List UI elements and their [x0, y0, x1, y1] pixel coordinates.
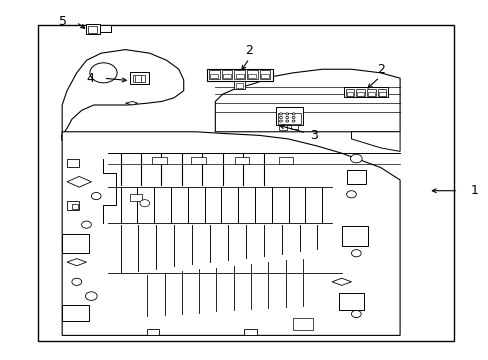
Circle shape — [85, 292, 97, 300]
Bar — [341, 226, 368, 246]
Polygon shape — [62, 50, 183, 141]
Bar — [208, 70, 219, 79]
Bar — [191, 157, 205, 164]
Circle shape — [279, 116, 282, 118]
Bar — [346, 92, 353, 96]
Circle shape — [279, 120, 282, 122]
Bar — [62, 234, 89, 253]
Circle shape — [351, 249, 361, 257]
Bar — [130, 72, 148, 84]
Bar — [210, 73, 218, 78]
Polygon shape — [125, 102, 137, 105]
Bar — [278, 125, 287, 130]
Bar — [378, 92, 385, 96]
Bar — [356, 89, 365, 96]
Bar — [346, 170, 366, 184]
Bar — [147, 329, 159, 336]
Text: 2: 2 — [376, 63, 384, 76]
Bar — [72, 204, 78, 208]
Circle shape — [291, 116, 294, 118]
Bar — [236, 83, 243, 88]
Circle shape — [91, 193, 101, 200]
Circle shape — [346, 191, 356, 198]
Bar — [130, 194, 142, 202]
Bar — [234, 70, 244, 79]
Circle shape — [81, 221, 91, 228]
Bar — [67, 158, 79, 167]
Circle shape — [285, 116, 288, 118]
Bar — [367, 92, 374, 96]
Circle shape — [285, 113, 288, 115]
Text: 4: 4 — [86, 72, 94, 85]
Bar — [244, 329, 256, 336]
Bar — [38, 24, 453, 341]
Bar — [261, 73, 268, 78]
Polygon shape — [67, 258, 86, 266]
Bar — [234, 157, 249, 164]
Bar — [67, 202, 79, 210]
Text: 3: 3 — [309, 129, 317, 142]
Bar — [62, 305, 89, 321]
Circle shape — [140, 200, 149, 207]
Bar — [343, 87, 387, 98]
Bar — [259, 70, 270, 79]
Bar — [88, 26, 97, 33]
Bar — [221, 70, 232, 79]
Circle shape — [285, 120, 288, 122]
Polygon shape — [62, 132, 399, 336]
Bar — [366, 89, 375, 96]
Bar — [357, 92, 364, 96]
Bar — [339, 293, 363, 310]
Text: 2: 2 — [245, 44, 253, 57]
Bar — [100, 25, 111, 32]
Bar — [132, 75, 144, 82]
Bar — [246, 70, 257, 79]
Circle shape — [350, 154, 362, 163]
Bar — [377, 89, 386, 96]
Circle shape — [90, 63, 117, 83]
Bar — [223, 73, 230, 78]
Polygon shape — [331, 278, 351, 285]
Text: 1: 1 — [469, 184, 477, 197]
Bar — [86, 23, 100, 34]
Circle shape — [351, 310, 361, 318]
Circle shape — [72, 278, 81, 285]
Bar — [278, 157, 292, 164]
Bar — [233, 81, 245, 89]
Polygon shape — [47, 128, 399, 337]
Bar — [345, 89, 354, 96]
Bar — [277, 113, 300, 123]
Bar — [206, 68, 272, 81]
Bar — [235, 73, 243, 78]
Bar — [292, 318, 312, 330]
Bar — [248, 73, 256, 78]
Circle shape — [279, 113, 282, 115]
Text: 5: 5 — [59, 14, 67, 27]
Circle shape — [291, 113, 294, 115]
Polygon shape — [67, 176, 91, 187]
Bar — [276, 108, 302, 125]
Circle shape — [291, 120, 294, 122]
Bar — [290, 125, 297, 129]
Polygon shape — [215, 69, 399, 132]
Bar — [152, 157, 166, 164]
Polygon shape — [351, 132, 399, 152]
